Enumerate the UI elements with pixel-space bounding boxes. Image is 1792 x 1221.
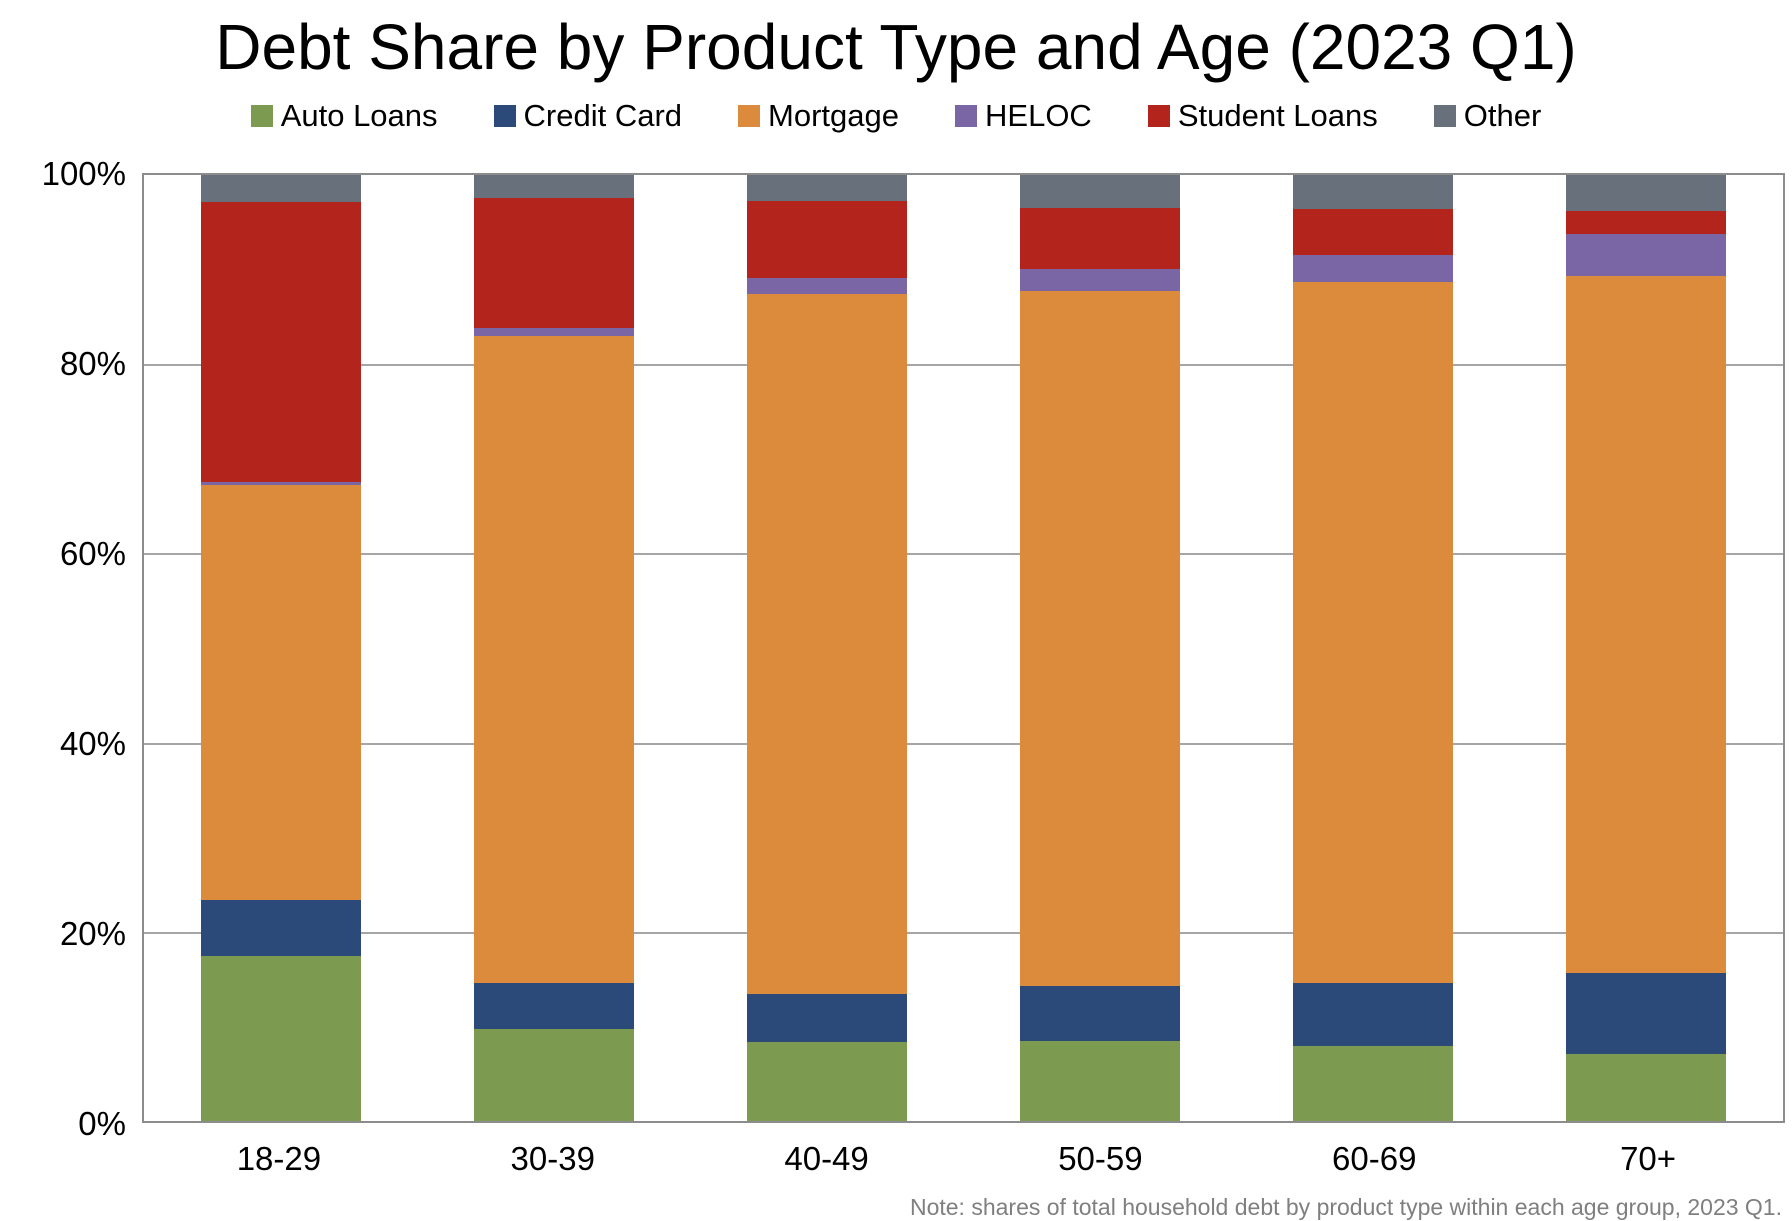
y-axis-tick-label: 40% <box>59 725 126 762</box>
bar-70 <box>1566 175 1727 1121</box>
legend-swatch-auto-loans-icon <box>250 104 273 127</box>
bar-segment-70-credit-card <box>1566 972 1727 1054</box>
legend: Auto Loans Credit Card Mortgage HELOC Studen… <box>0 100 1792 131</box>
bar-segment-40-49-other <box>746 175 907 201</box>
bar-18-29 <box>200 175 361 1121</box>
bar-50-59 <box>1020 175 1181 1121</box>
bar-segment-18-29-auto-loans <box>200 956 361 1121</box>
legend-label: Credit Card <box>523 98 683 133</box>
bar-segment-60-69-mortgage <box>1293 281 1454 983</box>
legend-item-heloc: HELOC <box>955 100 1092 131</box>
bar-segment-70-other <box>1566 175 1727 211</box>
legend-swatch-mortgage-icon <box>738 104 761 127</box>
bar-segment-30-39-auto-loans <box>473 1029 634 1121</box>
bar-40-49 <box>746 175 907 1121</box>
bar-segment-18-29-mortgage <box>200 485 361 900</box>
bar-segment-30-39-student-loans <box>473 197 634 329</box>
legend-swatch-credit-card-icon <box>493 104 516 127</box>
legend-item-other: Other <box>1433 98 1542 133</box>
legend-label: Mortgage <box>768 98 900 133</box>
bar-30-39 <box>473 175 634 1121</box>
legend-label: HELOC <box>985 98 1092 133</box>
bar-segment-70-heloc <box>1566 233 1727 277</box>
bar-segment-30-39-heloc <box>473 328 634 336</box>
y-axis-tick-label: 0% <box>78 1105 126 1142</box>
bar-segment-50-59-auto-loans <box>1020 1040 1181 1121</box>
bar-segment-50-59-other <box>1020 175 1181 209</box>
bar-segment-60-69-auto-loans <box>1293 1046 1454 1121</box>
y-axis-tick-label: 80% <box>59 345 126 382</box>
bar-segment-50-59-credit-card <box>1020 985 1181 1041</box>
bar-segment-40-49-mortgage <box>746 294 907 995</box>
bar-60-69 <box>1293 175 1454 1121</box>
legend-item-auto-loans: Auto Loans <box>250 98 438 133</box>
bar-segment-50-59-student-loans <box>1020 208 1181 269</box>
bar-segment-50-59-mortgage <box>1020 291 1181 986</box>
gridline-40 <box>144 742 1783 745</box>
legend-swatch-heloc-icon <box>955 104 978 127</box>
bar-segment-70-mortgage <box>1566 276 1727 973</box>
bar-segment-60-69-other <box>1293 175 1454 210</box>
bar-segment-30-39-credit-card <box>473 982 634 1030</box>
x-axis-label-18-29: 18-29 <box>236 1140 322 1177</box>
legend-label: Other <box>1463 98 1542 133</box>
bar-segment-40-49-credit-card <box>746 994 907 1042</box>
bar-segment-30-39-mortgage <box>473 335 634 983</box>
gridline-80 <box>144 364 1783 367</box>
gridline-60 <box>144 553 1783 556</box>
clipped-footnote: Note: shares of total household debt by … <box>909 1194 1782 1220</box>
bar-segment-40-49-heloc <box>746 278 907 295</box>
bar-segment-50-59-heloc <box>1020 268 1181 292</box>
bar-segment-18-29-heloc <box>200 481 361 486</box>
y-axis-tick-label: 60% <box>59 535 126 572</box>
gridline-20 <box>144 931 1783 934</box>
legend-label: Student Loans <box>1177 98 1378 133</box>
bar-segment-60-69-student-loans <box>1293 209 1454 255</box>
bar-segment-30-39-other <box>473 175 634 198</box>
x-axis-label-50-59: 50-59 <box>1058 1140 1143 1177</box>
bar-segment-70-student-loans <box>1566 210 1727 234</box>
bar-segment-18-29-credit-card <box>200 899 361 957</box>
legend-item-mortgage: Mortgage <box>738 100 899 131</box>
bar-segment-18-29-other <box>200 175 361 203</box>
chart-title: Debt Share by Product Type and Age (2023… <box>215 11 1577 83</box>
bar-segment-18-29-student-loans <box>200 202 361 482</box>
legend-swatch-other-icon <box>1433 104 1456 127</box>
bar-segment-60-69-credit-card <box>1293 982 1454 1047</box>
y-axis-tick-label: 20% <box>59 915 126 952</box>
bars-container <box>144 175 1783 1121</box>
bar-segment-40-49-auto-loans <box>746 1041 907 1121</box>
legend-item-credit-card: Credit Card <box>493 98 683 133</box>
x-axis-label-30-39: 30-39 <box>510 1140 595 1177</box>
legend-item-student-loans: Student Loans <box>1147 98 1378 133</box>
legend-label: Auto Loans <box>280 98 438 133</box>
bar-segment-70-auto-loans <box>1566 1053 1727 1121</box>
x-axis-label-70: 70+ <box>1620 1140 1677 1177</box>
y-axis-tick-label: 100% <box>41 155 126 192</box>
x-axis-label-40-49: 40-49 <box>784 1140 869 1177</box>
bar-segment-40-49-student-loans <box>746 200 907 279</box>
bar-segment-60-69-heloc <box>1293 254 1454 282</box>
legend-swatch-student-loans-icon <box>1147 104 1170 127</box>
x-axis-label-60-69: 60-69 <box>1332 1140 1417 1177</box>
plot-area <box>142 173 1785 1123</box>
